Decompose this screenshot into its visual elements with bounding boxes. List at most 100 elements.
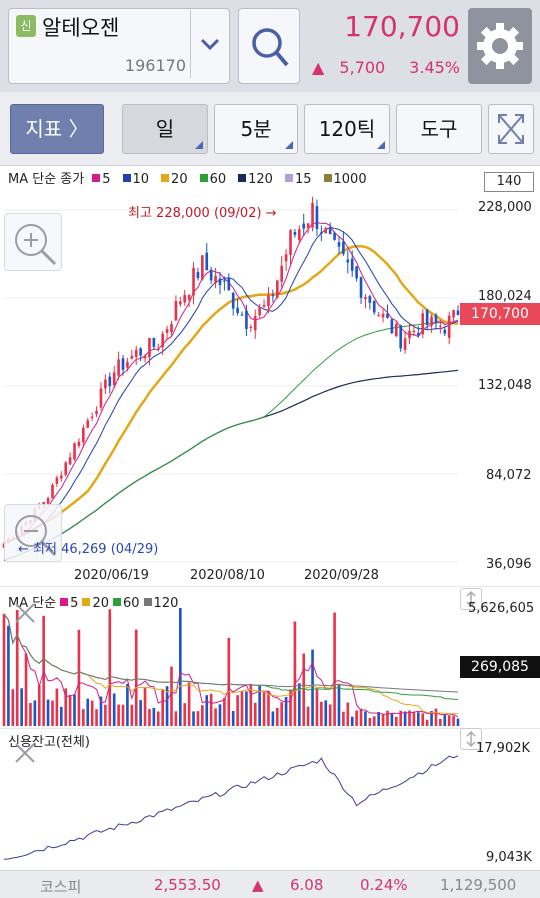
resize-handle[interactable] xyxy=(460,588,482,610)
search-icon xyxy=(252,28,289,67)
tools-button[interactable]: 도구 xyxy=(396,104,482,154)
candle-body xyxy=(82,427,85,443)
volume-bar xyxy=(170,666,173,726)
candle-body xyxy=(386,313,389,318)
volume-bar xyxy=(271,711,275,726)
change-value: 5,700 xyxy=(339,58,386,77)
resize-handle[interactable] xyxy=(460,728,482,750)
y-tick-label: 84,072 xyxy=(486,468,532,483)
fullscreen-button[interactable] xyxy=(488,104,534,154)
candle-body xyxy=(51,484,54,499)
candle-body xyxy=(350,258,354,271)
volume-bar xyxy=(2,613,6,726)
volume-bar xyxy=(205,695,209,726)
stock-name[interactable]: 알테오젠 xyxy=(42,16,120,40)
volume-bar xyxy=(37,685,41,726)
candle-body xyxy=(439,325,442,327)
volume-legend: MA 단순 5 20 60 120 xyxy=(8,592,178,611)
volume-bar xyxy=(68,694,72,726)
candle-body xyxy=(46,498,50,504)
volume-bar xyxy=(104,704,107,726)
candle-body xyxy=(368,296,372,303)
candle-body xyxy=(90,416,94,418)
candle-body xyxy=(346,259,350,263)
search-button[interactable] xyxy=(238,8,300,84)
candle-body xyxy=(64,462,68,475)
volume-bar xyxy=(346,702,350,726)
volume-bar xyxy=(134,629,138,726)
period-tick-button[interactable]: 120틱 xyxy=(304,104,390,154)
stock-selector[interactable] xyxy=(8,8,230,84)
volume-bar xyxy=(417,712,420,726)
volume-bar xyxy=(355,710,358,726)
legend-item: 1000 xyxy=(320,172,371,187)
candle-body xyxy=(425,309,429,326)
candle-body xyxy=(443,329,447,334)
candle-body xyxy=(196,272,200,279)
ma-20-line xyxy=(3,244,459,545)
zoom-in-button[interactable] xyxy=(4,213,62,271)
candle-body xyxy=(112,372,116,386)
volume-bar xyxy=(377,712,380,726)
candle-count-box[interactable]: 140 xyxy=(484,172,534,192)
market-index-bar[interactable]: 코스피 2,553.50 ▲ 6.08 0.24% 1,129,500 xyxy=(0,870,540,898)
candle-body xyxy=(337,242,341,247)
period-tick-label: 120틱 xyxy=(318,117,376,141)
volume-bar xyxy=(359,708,363,726)
candle-body xyxy=(394,323,398,337)
volume-bar xyxy=(337,683,341,726)
zoom-out-button[interactable] xyxy=(4,504,62,562)
candle-body xyxy=(214,275,217,284)
period-5min-label: 5분 xyxy=(240,117,272,141)
volume-chart[interactable] xyxy=(0,586,540,728)
legend-item: 120 xyxy=(140,596,178,611)
candle-body xyxy=(258,307,261,316)
candle-body xyxy=(170,323,173,333)
candle-body xyxy=(328,228,332,235)
index-volume: 1,129,500 xyxy=(440,876,517,894)
period-day-button[interactable]: 일 xyxy=(122,104,208,154)
candle-body xyxy=(447,315,451,338)
candle-body xyxy=(302,223,306,229)
credit-balance-chart[interactable] xyxy=(0,728,540,870)
volume-bar xyxy=(236,695,239,726)
volume-bar xyxy=(46,699,50,726)
volume-current-marker: 269,085 xyxy=(460,656,540,678)
legend-item: 60 xyxy=(109,596,140,611)
candle-body xyxy=(134,349,138,357)
volume-bar xyxy=(95,709,98,726)
candle-body xyxy=(161,333,164,348)
candle-body xyxy=(240,314,244,316)
credit-min-label: 9,043K xyxy=(486,850,532,865)
volume-bar xyxy=(342,711,345,726)
candle-body xyxy=(399,325,403,349)
volume-bar xyxy=(90,700,94,726)
credit-title: 신용잔고(전체) xyxy=(8,735,90,750)
indicator-button[interactable]: 지표 〉 xyxy=(10,104,104,154)
stock-dropdown-button[interactable] xyxy=(190,10,228,78)
index-up-arrow-icon: ▲ xyxy=(252,876,264,894)
legend-item: 120 xyxy=(234,172,277,187)
close-credit-button[interactable] xyxy=(4,738,44,768)
volume-bar xyxy=(33,700,37,726)
period-5min-button[interactable]: 5분 xyxy=(214,104,298,154)
index-change: 6.08 xyxy=(290,876,324,894)
volume-bar xyxy=(421,713,425,726)
candle-body xyxy=(152,337,156,347)
close-volume-button[interactable] xyxy=(4,598,44,628)
settings-button[interactable] xyxy=(468,8,532,84)
volume-bar xyxy=(267,691,270,726)
candle-body xyxy=(77,441,81,446)
volume-bar xyxy=(412,711,416,726)
candle-body xyxy=(68,457,72,465)
volume-bar xyxy=(258,685,261,726)
index-name: 코스피 xyxy=(40,878,82,896)
resize-icon xyxy=(466,590,476,608)
volume-bar xyxy=(183,703,187,726)
volume-bar xyxy=(350,716,354,726)
candle-body xyxy=(408,330,411,339)
price-chart[interactable] xyxy=(0,166,540,586)
x-date-label: 2020/09/28 xyxy=(304,568,379,583)
candle-body xyxy=(223,280,226,282)
legend-item: 20 xyxy=(78,596,109,611)
